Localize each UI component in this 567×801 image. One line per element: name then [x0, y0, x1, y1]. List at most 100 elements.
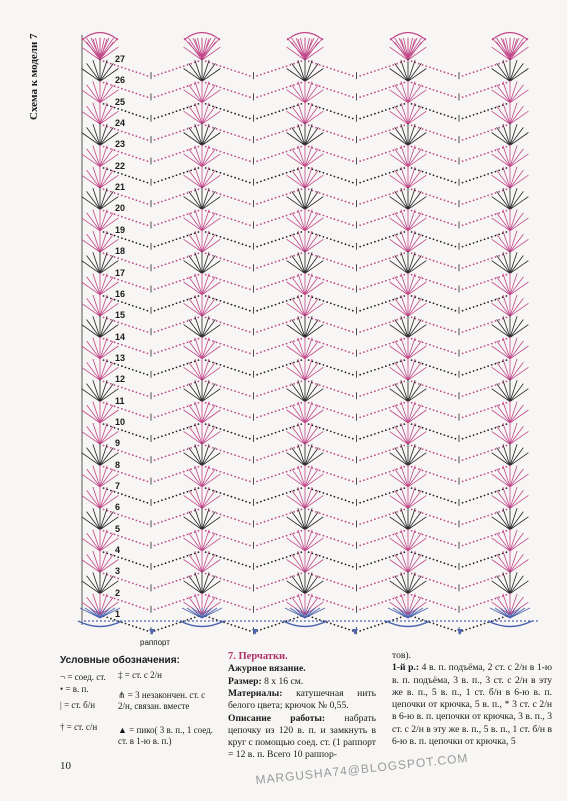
chain-stitch [234, 219, 237, 222]
treble-stitch [389, 68, 409, 82]
chain-stitch [483, 345, 486, 347]
chain-stitch [443, 114, 446, 116]
chain-stitch [245, 73, 248, 76]
chain-stitch [289, 277, 292, 280]
chain-stitch [139, 542, 142, 544]
treble-stitch [502, 401, 511, 424]
chain-stitch [190, 190, 193, 193]
chain-stitch [483, 473, 486, 475]
chain-stitch [315, 318, 317, 321]
chain-stitch [223, 578, 226, 581]
chain-stitch [399, 232, 402, 235]
chain-stitch [219, 342, 222, 345]
treble-stitch [491, 537, 511, 552]
treble-stitch [509, 255, 524, 274]
chain-stitch [263, 93, 266, 96]
chain-stitch [421, 469, 424, 472]
chain-stitch [204, 316, 207, 319]
chain-stitch [282, 472, 284, 474]
stitch-fan [286, 421, 324, 445]
chain-stitch [340, 391, 343, 394]
chain-stitch [271, 219, 273, 222]
treble-stitch [304, 366, 324, 381]
chain-stitch [432, 558, 435, 561]
treble-stitch [491, 473, 511, 488]
treble-stitch [304, 132, 324, 146]
chain-stitch [465, 393, 468, 396]
chain-stitch [374, 70, 376, 72]
row-number: 24 [115, 118, 126, 128]
treble-stitch [194, 593, 203, 616]
chain-stitch [102, 295, 105, 297]
treble-stitch [407, 580, 427, 594]
chain-stitch [124, 281, 127, 283]
treble-stitch [99, 238, 119, 253]
chain-stitch [190, 596, 193, 599]
chain-stitch [439, 91, 442, 94]
chain-stitch [344, 435, 347, 438]
chain-stitch [256, 501, 259, 504]
chain-stitch [418, 340, 420, 343]
treble-stitch [394, 84, 409, 103]
chain-stitch [271, 112, 273, 115]
chain-stitch [392, 362, 395, 365]
chain-stitch [326, 557, 328, 560]
chain-stitch [465, 372, 468, 375]
chain-stitch [241, 264, 244, 267]
chain-stitch [450, 73, 453, 76]
chain-stitch [135, 71, 138, 74]
chain-stitch [476, 518, 479, 521]
chain-stitch [153, 288, 156, 291]
treble-stitch [394, 169, 409, 189]
chain-stitch [175, 131, 178, 134]
chain-stitch [340, 306, 343, 308]
shell-stitch [407, 37, 413, 59]
chain-stitch [472, 412, 475, 415]
chain-stitch [450, 116, 453, 119]
treble-stitch [394, 532, 409, 552]
treble-stitch [86, 276, 101, 296]
chain-stitch [465, 415, 468, 418]
chain-stitch [113, 256, 116, 258]
treble-stitch [201, 230, 210, 253]
chain-stitch [300, 465, 303, 468]
treble-stitch [491, 217, 511, 232]
treble-stitch [304, 281, 324, 296]
treble-stitch [291, 490, 306, 509]
chain-stitch [274, 68, 277, 71]
chain-stitch [414, 616, 417, 619]
chain-stitch [469, 72, 471, 75]
treble-stitch [81, 409, 101, 424]
chain-stitch [300, 529, 303, 532]
treble-stitch [194, 465, 203, 488]
treble-stitch [194, 401, 203, 424]
chain-stitch [186, 64, 189, 66]
chain-stitch [425, 171, 428, 174]
chain-stitch [175, 217, 178, 219]
chain-stitch [472, 605, 475, 607]
treble-stitch [188, 490, 203, 509]
chain-stitch [329, 281, 332, 283]
chain-stitch [318, 597, 321, 600]
chain-stitch [447, 350, 449, 352]
chain-stitch [315, 340, 317, 343]
treble-stitch [297, 230, 306, 253]
chain-stitch [153, 373, 156, 376]
chain-stitch [418, 212, 420, 215]
chain-stitch [219, 428, 222, 430]
chain-stitch [153, 267, 156, 269]
treble-stitch [194, 508, 203, 530]
chain-stitch [385, 600, 387, 602]
treble-stitch [407, 447, 422, 466]
chain-stitch [204, 380, 207, 383]
chain-stitch [245, 116, 248, 119]
chain-stitch [351, 501, 354, 504]
treble-stitch [201, 217, 221, 232]
chain-stitch [461, 139, 464, 141]
chain-stitch [318, 490, 321, 493]
chain-stitch [146, 523, 149, 525]
chain-stitch [425, 65, 428, 67]
chain-stitch [219, 556, 222, 558]
chain-stitch [131, 198, 134, 201]
chain-stitch [278, 281, 281, 283]
